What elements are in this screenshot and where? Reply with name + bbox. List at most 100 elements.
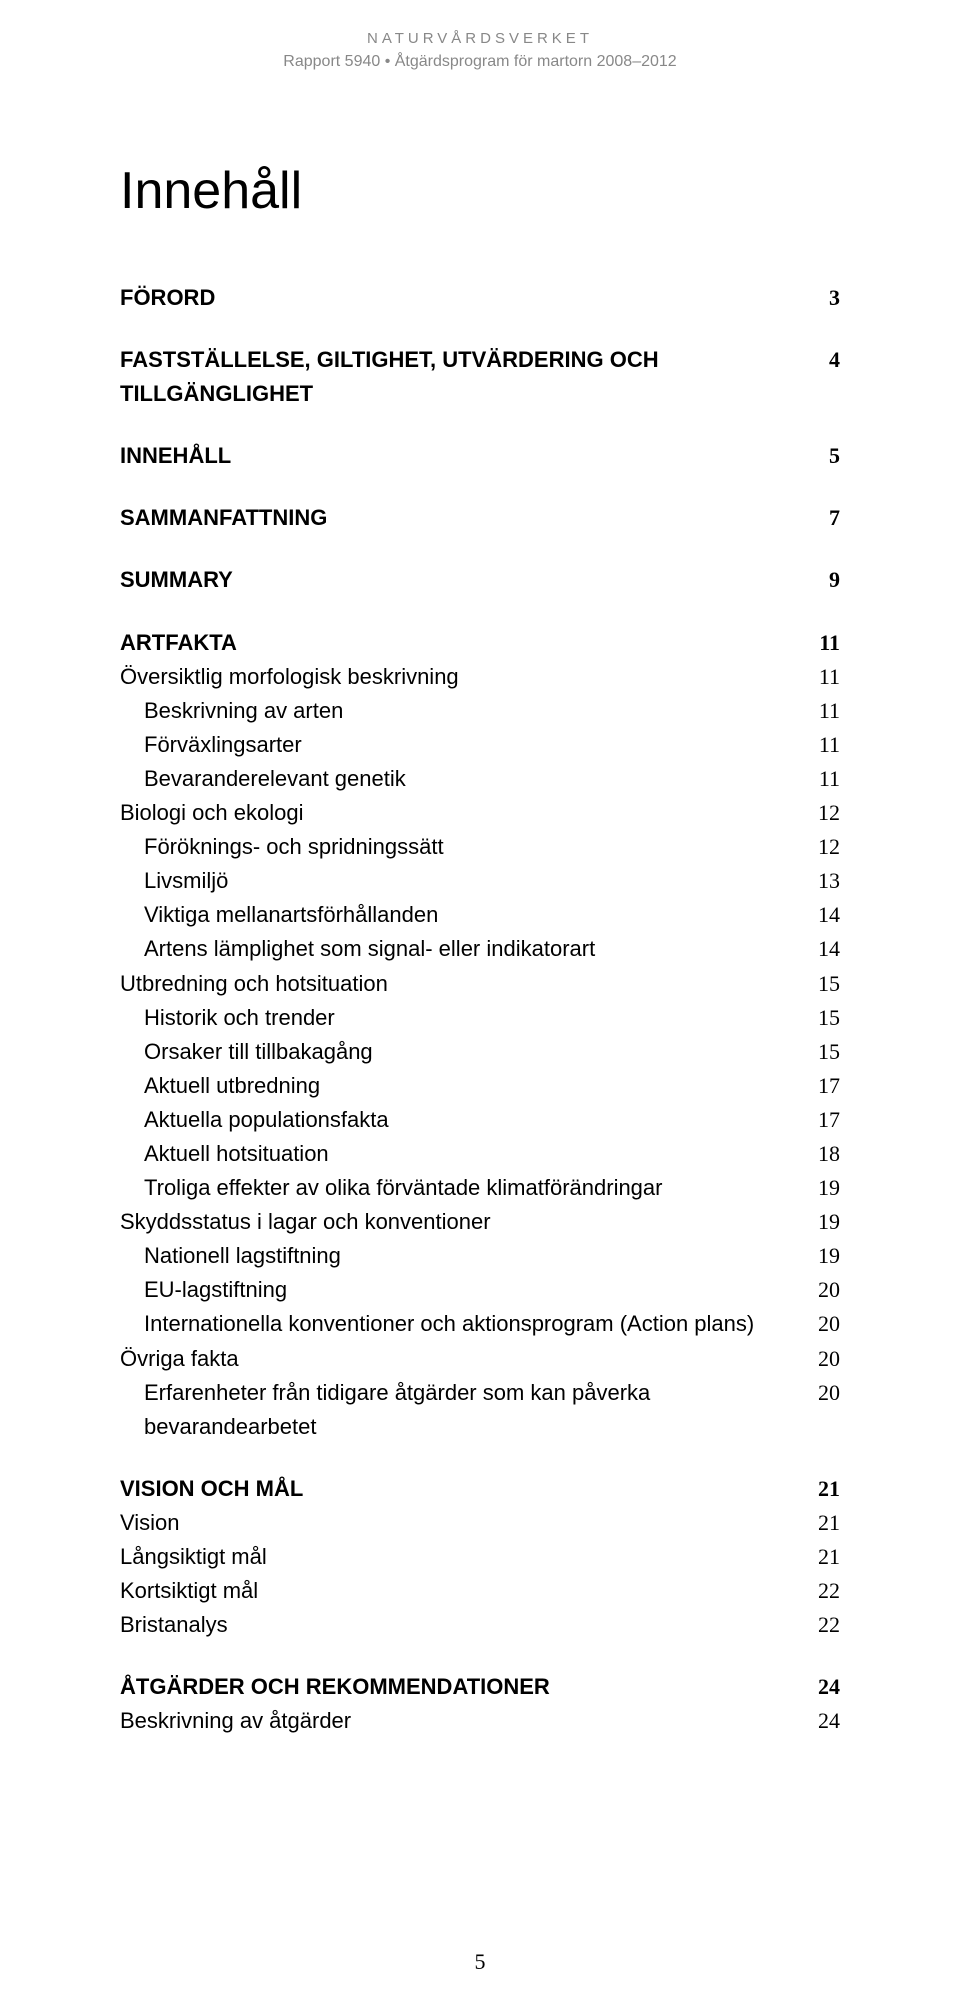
toc-entry-page: 21	[818, 1540, 840, 1574]
toc-row: Aktuella populationsfakta17	[120, 1103, 840, 1137]
toc-entry-page: 19	[818, 1239, 840, 1273]
toc-entry-label: SAMMANFATTNING	[120, 501, 829, 535]
toc-entry-page: 21	[818, 1506, 840, 1540]
page-title: Innehåll	[120, 161, 840, 221]
toc-entry-page: 18	[818, 1137, 840, 1171]
toc-entry-page: 15	[818, 967, 840, 1001]
toc-row: Erfarenheter från tidigare åtgärder som …	[120, 1376, 840, 1444]
toc-entry-page: 20	[818, 1342, 840, 1376]
toc-entry-label: Kortsiktigt mål	[120, 1574, 818, 1608]
toc-entry-label: Erfarenheter från tidigare åtgärder som …	[144, 1376, 818, 1444]
header-report-line: Rapport 5940 • Åtgärdsprogram för martor…	[120, 53, 840, 71]
toc-entry-label: Övriga fakta	[120, 1342, 818, 1376]
toc-row: EU-lagstiftning20	[120, 1273, 840, 1307]
toc-entry-page: 22	[818, 1574, 840, 1608]
toc-entry-page: 12	[818, 830, 840, 864]
toc-entry-label: Skyddsstatus i lagar och konventioner	[120, 1205, 818, 1239]
toc-entry-page: 14	[818, 898, 840, 932]
toc-row: Utbredning och hotsituation15	[120, 967, 840, 1001]
toc-row: SAMMANFATTNING7	[120, 501, 840, 535]
toc-entry-label: Långsiktigt mål	[120, 1540, 818, 1574]
toc-entry-page: 21	[818, 1472, 840, 1506]
toc-row: Aktuell hotsituation18	[120, 1137, 840, 1171]
toc-entry-page: 11	[819, 762, 840, 796]
toc-entry-page: 7	[829, 501, 840, 535]
toc-entry-page: 15	[818, 1035, 840, 1069]
toc-row: Förväxlingsarter11	[120, 728, 840, 762]
toc-row: Skyddsstatus i lagar och konventioner19	[120, 1205, 840, 1239]
toc-entry-page: 19	[818, 1171, 840, 1205]
toc-entry-label: ARTFAKTA	[120, 626, 819, 660]
toc-row: FÖRORD3	[120, 281, 840, 315]
toc-entry-page: 5	[829, 439, 840, 473]
header-organization: NATURVÅRDSVERKET	[120, 30, 840, 47]
toc-entry-page: 20	[818, 1376, 840, 1410]
toc-row: Viktiga mellanartsförhållanden14	[120, 898, 840, 932]
toc-entry-page: 12	[818, 796, 840, 830]
toc-row: SUMMARY9	[120, 563, 840, 597]
toc-entry-label: SUMMARY	[120, 563, 829, 597]
toc-entry-page: 14	[818, 932, 840, 966]
toc-row: FASTSTÄLLELSE, GILTIGHET, UTVÄRDERING OC…	[120, 343, 840, 411]
toc-row: Aktuell utbredning17	[120, 1069, 840, 1103]
toc-entry-label: Föröknings- och spridningssätt	[144, 830, 818, 864]
toc-entry-page: 20	[818, 1307, 840, 1341]
toc-entry-page: 17	[818, 1069, 840, 1103]
toc-row: Beskrivning av åtgärder24	[120, 1704, 840, 1738]
toc-entry-label: Aktuella populationsfakta	[144, 1103, 818, 1137]
toc-entry-label: Aktuell utbredning	[144, 1069, 818, 1103]
toc-entry-label: Nationell lagstiftning	[144, 1239, 818, 1273]
toc-entry-page: 13	[818, 864, 840, 898]
toc-entry-label: EU-lagstiftning	[144, 1273, 818, 1307]
toc-entry-page: 11	[819, 728, 840, 762]
toc-entry-label: Viktiga mellanartsförhållanden	[144, 898, 818, 932]
toc-entry-label: FÖRORD	[120, 281, 829, 315]
toc-row: Föröknings- och spridningssätt12	[120, 830, 840, 864]
toc-entry-label: Bevaranderelevant genetik	[144, 762, 819, 796]
toc-entry-page: 24	[818, 1670, 840, 1704]
toc-entry-page: 24	[818, 1704, 840, 1738]
toc-entry-page: 11	[819, 694, 840, 728]
toc-entry-label: INNEHÅLL	[120, 439, 829, 473]
toc-row: Nationell lagstiftning19	[120, 1239, 840, 1273]
toc-row: Långsiktigt mål21	[120, 1540, 840, 1574]
toc-entry-page: 11	[819, 626, 840, 660]
toc-row: Livsmiljö13	[120, 864, 840, 898]
table-of-contents: FÖRORD3FASTSTÄLLELSE, GILTIGHET, UTVÄRDE…	[120, 281, 840, 1738]
page-number: 5	[0, 1949, 960, 1975]
toc-row: Troliga effekter av olika förväntade kli…	[120, 1171, 840, 1205]
toc-entry-label: Utbredning och hotsituation	[120, 967, 818, 1001]
toc-entry-page: 4	[829, 343, 840, 377]
toc-entry-page: 20	[818, 1273, 840, 1307]
toc-row: Biologi och ekologi12	[120, 796, 840, 830]
toc-entry-page: 17	[818, 1103, 840, 1137]
toc-row: Orsaker till tillbakagång15	[120, 1035, 840, 1069]
toc-row: Internationella konventioner och aktions…	[120, 1307, 840, 1341]
toc-entry-label: Vision	[120, 1506, 818, 1540]
toc-entry-page: 3	[829, 281, 840, 315]
toc-row: VISION OCH MÅL21	[120, 1472, 840, 1506]
toc-row: Artens lämplighet som signal- eller indi…	[120, 932, 840, 966]
toc-entry-label: Beskrivning av arten	[144, 694, 819, 728]
toc-entry-page: 22	[818, 1608, 840, 1642]
toc-entry-label: Förväxlingsarter	[144, 728, 819, 762]
toc-entry-label: Bristanalys	[120, 1608, 818, 1642]
toc-row: Övriga fakta20	[120, 1342, 840, 1376]
toc-entry-label: FASTSTÄLLELSE, GILTIGHET, UTVÄRDERING OC…	[120, 343, 829, 411]
toc-row: Historik och trender15	[120, 1001, 840, 1035]
toc-entry-label: Biologi och ekologi	[120, 796, 818, 830]
toc-entry-label: Artens lämplighet som signal- eller indi…	[144, 932, 818, 966]
toc-row: ÅTGÄRDER OCH REKOMMENDATIONER24	[120, 1670, 840, 1704]
toc-row: Vision21	[120, 1506, 840, 1540]
toc-entry-page: 19	[818, 1205, 840, 1239]
toc-entry-label: Troliga effekter av olika förväntade kli…	[144, 1171, 818, 1205]
toc-entry-label: ÅTGÄRDER OCH REKOMMENDATIONER	[120, 1670, 818, 1704]
toc-entry-label: Livsmiljö	[144, 864, 818, 898]
toc-entry-label: Beskrivning av åtgärder	[120, 1704, 818, 1738]
toc-entry-page: 9	[829, 563, 840, 597]
toc-row: Bristanalys22	[120, 1608, 840, 1642]
toc-entry-label: VISION OCH MÅL	[120, 1472, 818, 1506]
toc-entry-page: 15	[818, 1001, 840, 1035]
toc-entry-label: Översiktlig morfologisk beskrivning	[120, 660, 819, 694]
toc-entry-label: Orsaker till tillbakagång	[144, 1035, 818, 1069]
